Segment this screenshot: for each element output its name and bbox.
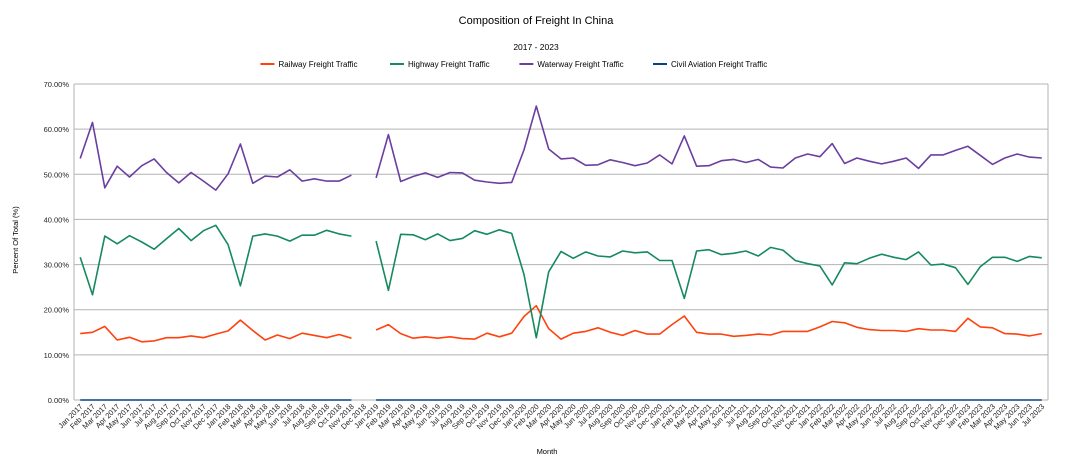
y-tick-label: 10.00% <box>44 351 70 360</box>
gridlines <box>73 83 1049 401</box>
series-line <box>79 105 1042 191</box>
series-line <box>79 224 1042 339</box>
y-tick-label: 30.00% <box>44 261 70 270</box>
y-tick-label: 20.00% <box>44 306 70 315</box>
chart-subtitle: 2017 - 2023 <box>513 42 559 52</box>
series-line <box>80 304 1042 343</box>
legend-label: Railway Freight Traffic <box>279 60 358 69</box>
y-axis-label: Percent Of Total (%) <box>11 206 20 274</box>
series-lines <box>79 105 1042 401</box>
legend-label: Civil Aviation Freight Traffic <box>671 60 767 69</box>
y-tick-label: 40.00% <box>44 215 70 224</box>
legend-label: Highway Freight Traffic <box>408 60 490 69</box>
chart-title: Composition of Freight In China <box>459 15 615 27</box>
y-axis-ticks: 0.00% 10.00% 20.00% 30.00% 40.00% 50.00% 60.00… <box>44 80 70 405</box>
y-tick-label: 70.00% <box>44 80 70 89</box>
legend-label: Waterway Freight Traffic <box>537 60 623 69</box>
legend: Railway Freight Traffic Highway Freight T… <box>260 60 767 69</box>
y-tick-label: 60.00% <box>44 125 70 134</box>
y-tick-label: 50.00% <box>44 170 70 179</box>
y-tick-label: 0.00% <box>48 396 70 405</box>
x-axis-label: Month <box>537 447 558 456</box>
